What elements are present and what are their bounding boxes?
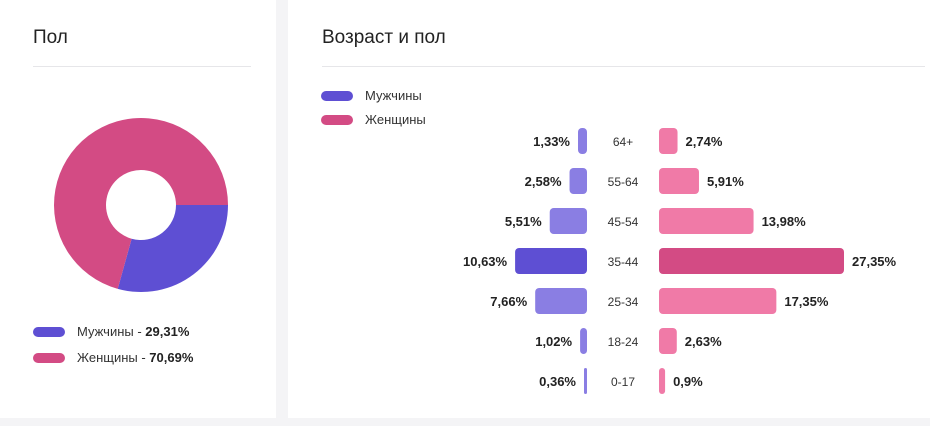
age-legend-label-women: Женщины	[365, 112, 426, 127]
age-legend-item-men: Мужчины	[321, 88, 422, 103]
bar-men-64+	[578, 128, 587, 154]
label-men-45-54: 5,51%	[505, 214, 542, 229]
bar-men-55-64	[569, 168, 587, 194]
legend-item-women: Женщины - 70,69%	[33, 350, 193, 365]
legend-separator-men: -	[133, 324, 146, 339]
bar-men-18-24	[580, 328, 587, 354]
age-category-45-54: 45-54	[608, 215, 639, 229]
age-category-64+: 64+	[613, 135, 633, 149]
legend-label-women: Женщины	[77, 350, 138, 365]
age-gender-card: Возраст и пол Мужчины Женщины 1,33% 64+ 2,…	[288, 0, 930, 418]
age-category-18-24: 18-24	[608, 335, 639, 349]
bar-women-45-54	[659, 208, 754, 234]
gender-card-title: Пол	[33, 27, 68, 48]
bar-women-64+	[659, 128, 678, 154]
label-women-18-24: 2,63%	[685, 334, 722, 349]
bar-women-0-17	[659, 368, 666, 394]
label-men-0-17: 0,36%	[539, 374, 576, 389]
age-divider	[322, 66, 925, 67]
legend-swatch-women	[33, 352, 65, 363]
label-men-64+: 1,33%	[533, 134, 570, 149]
bar-women-55-64	[659, 168, 699, 194]
label-women-64+: 2,74%	[686, 134, 723, 149]
label-men-35-44: 10,63%	[463, 254, 508, 269]
legend-value-women: 70,69%	[149, 350, 194, 365]
legend-swatch-men	[33, 326, 65, 337]
age-category-25-34: 25-34	[608, 295, 639, 309]
gender-divider	[33, 66, 251, 67]
legend-label-men: Мужчины	[77, 324, 134, 339]
gender-card: Пол Мужчины - 29,31% Женщины - 70,69%	[0, 0, 276, 418]
label-women-25-34: 17,35%	[784, 294, 829, 309]
age-category-35-44: 35-44	[608, 255, 639, 269]
legend-value-men: 29,31%	[145, 324, 190, 339]
donut-slice-women	[53, 118, 228, 289]
label-women-35-44: 27,35%	[852, 254, 897, 269]
label-women-55-64: 5,91%	[707, 174, 744, 189]
bar-men-35-44	[515, 248, 587, 274]
bar-men-0-17	[584, 368, 587, 394]
age-legend-swatch-men	[321, 90, 353, 101]
donut-slice-men	[117, 205, 228, 292]
age-legend-label-men: Мужчины	[365, 88, 422, 103]
label-men-55-64: 2,58%	[525, 174, 562, 189]
label-women-45-54: 13,98%	[762, 214, 807, 229]
age-legend-swatch-women	[321, 114, 353, 125]
label-men-25-34: 7,66%	[490, 294, 527, 309]
age-category-55-64: 55-64	[608, 175, 639, 189]
label-men-18-24: 1,02%	[535, 334, 572, 349]
label-women-0-17: 0,9%	[673, 374, 703, 389]
age-card-title: Возраст и пол	[322, 27, 446, 48]
age-category-0-17: 0-17	[611, 375, 635, 389]
bar-women-25-34	[659, 288, 777, 314]
bar-women-18-24	[659, 328, 677, 354]
age-legend-item-women: Женщины	[321, 112, 426, 127]
age-gender-bar-chart: 1,33% 64+ 2,74% 2,58% 55-64 5,91% 5,51% 45-54 13…	[463, 128, 897, 394]
bar-women-35-44	[659, 248, 844, 274]
gender-donut-chart	[53, 118, 228, 292]
legend-item-men: Мужчины - 29,31%	[33, 324, 189, 339]
bar-men-45-54	[549, 208, 587, 234]
legend-separator-women: -	[137, 350, 150, 365]
bar-men-25-34	[535, 288, 587, 314]
